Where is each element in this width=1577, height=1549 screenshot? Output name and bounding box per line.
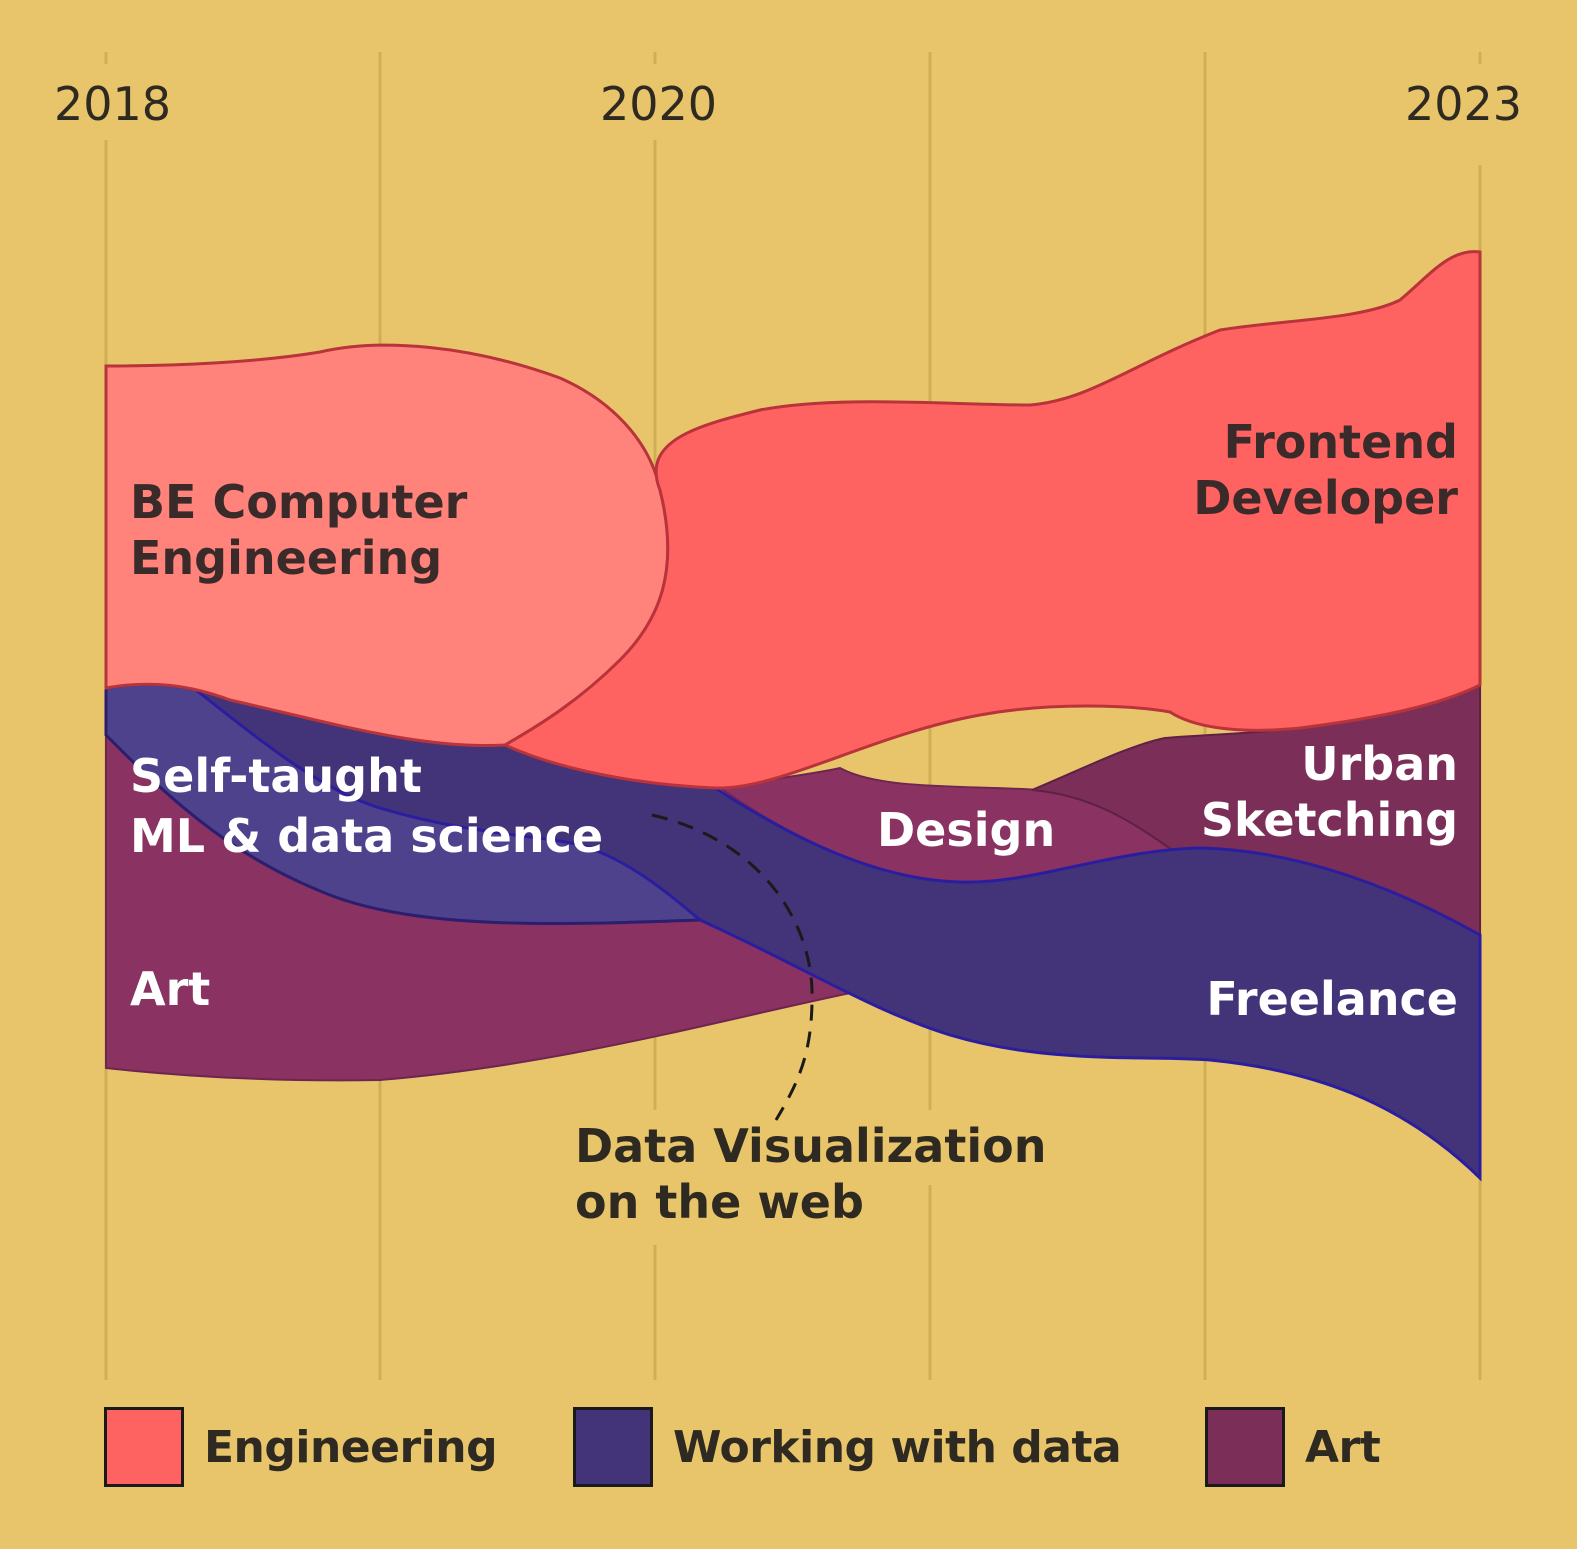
legend-swatch-art (1205, 1407, 1285, 1487)
stream-labels: BE Computer Engineering Frontend Develop… (130, 415, 1458, 1229)
tick-label-2020: 2020 (600, 77, 717, 131)
legend-item-working-with-data: Working with data (573, 1405, 1122, 1489)
chart-legend: Engineering Working with data Art (0, 1405, 1577, 1495)
legend-item-engineering: Engineering (104, 1405, 498, 1489)
label-frontend-line2: Developer (1193, 471, 1458, 525)
tick-label-2023: 2023 (1405, 77, 1522, 131)
label-design: Design (877, 803, 1055, 857)
legend-label-engineering: Engineering (204, 1421, 498, 1473)
stream-frontend (501, 250, 1482, 790)
label-art: Art (130, 962, 210, 1016)
label-dataviz-line1: Data Visualization (575, 1119, 1046, 1173)
label-be-computer-line2: Engineering (130, 531, 442, 585)
label-be-computer-line1: BE Computer (130, 475, 468, 529)
label-urban-line2: Sketching (1201, 793, 1458, 847)
legend-swatch-working-with-data (573, 1407, 653, 1487)
legend-swatch-engineering (104, 1407, 184, 1487)
legend-item-art: Art (1205, 1405, 1381, 1489)
label-freelance: Freelance (1206, 972, 1458, 1026)
label-self-taught-line1: Self-taught (130, 749, 422, 803)
label-self-taught-line2: ML & data science (130, 809, 603, 863)
x-axis-ticks: 2018 2020 2023 (54, 77, 1522, 131)
tick-label-2018: 2018 (54, 77, 171, 131)
label-frontend-line1: Frontend (1224, 415, 1458, 469)
label-urban-line1: Urban (1301, 737, 1458, 791)
label-dataviz-line2: on the web (575, 1175, 864, 1229)
legend-label-art: Art (1305, 1421, 1381, 1473)
legend-label-working-with-data: Working with data (673, 1421, 1122, 1473)
